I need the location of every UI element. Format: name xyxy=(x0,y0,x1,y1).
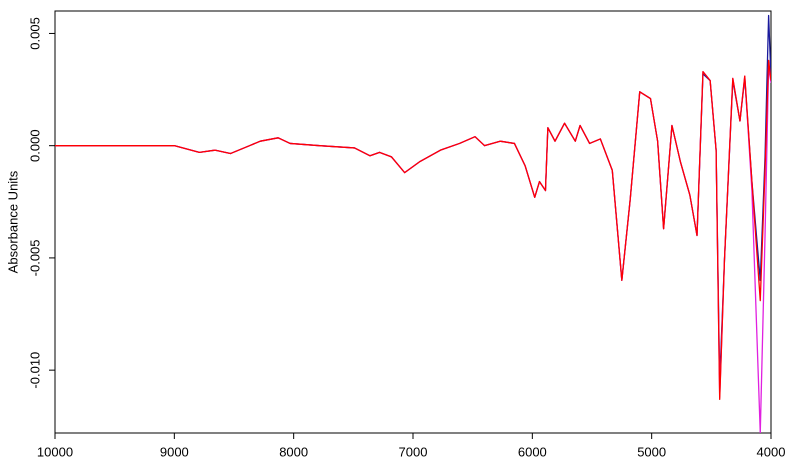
y-tick-label: 0.000 xyxy=(27,129,42,162)
y-tick-label: 0.005 xyxy=(27,17,42,50)
x-tick-label: 6000 xyxy=(518,444,547,459)
x-tick-label: 5000 xyxy=(637,444,666,459)
x-tick-label: 9000 xyxy=(160,444,189,459)
x-tick-label: 10000 xyxy=(37,444,73,459)
x-tick-label: 8000 xyxy=(279,444,308,459)
y-tick-label: -0.010 xyxy=(27,352,42,389)
x-tick-label: 4000 xyxy=(757,444,786,459)
spectrum-line xyxy=(55,14,771,383)
spectrum-line xyxy=(55,66,771,433)
y-axis-label: Absorbance Units xyxy=(5,170,20,273)
spectrum-line xyxy=(55,59,771,400)
y-tick-label: -0.005 xyxy=(27,239,42,276)
x-tick-label: 7000 xyxy=(399,444,428,459)
